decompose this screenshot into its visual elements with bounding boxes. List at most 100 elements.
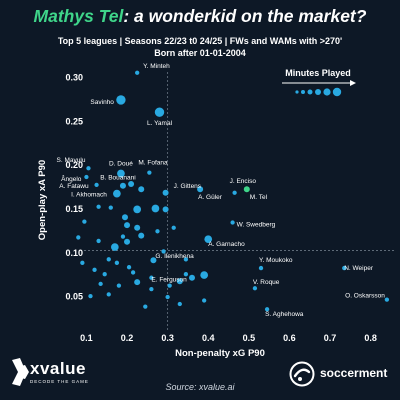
point-28 [133, 205, 142, 214]
point-55 [176, 278, 183, 285]
y-tick-label-3: 0.20 [65, 160, 83, 170]
source-note: Source: xvalue.ai [165, 382, 235, 392]
point-26 [108, 205, 113, 210]
point-47 [114, 260, 120, 265]
point-l-yamal [154, 107, 165, 117]
legend: Minutes Played [282, 68, 356, 97]
y-tick-label-0: 0.05 [65, 292, 83, 302]
subtitle-line-1: Top 5 leagues | Seasons 22/23 t0 24/25 |… [57, 36, 343, 46]
label-s-aghehowa: S. Aghehowa [265, 311, 304, 318]
point-j-gittens [162, 189, 169, 196]
point-39 [138, 232, 145, 239]
x-tick-label-4: 0.5 [243, 333, 256, 343]
point-w-swedberg [230, 220, 235, 225]
point-24 [138, 186, 145, 193]
point--ngelo [84, 174, 89, 180]
point-45 [102, 272, 107, 277]
label-y-moukoko: Y. Moukoko [259, 257, 293, 264]
point-23 [128, 180, 135, 187]
x-tick-label-3: 0.4 [202, 333, 215, 343]
xvalue-tagline: DECODE THE GAME [30, 379, 89, 384]
point-52 [134, 279, 141, 286]
point-b-bouanani [119, 182, 126, 189]
point-v-roque [252, 286, 258, 291]
xvalue-wordmark: xvalue [30, 359, 86, 378]
point-32 [134, 224, 141, 231]
soccerment-wordmark: soccerment [320, 366, 388, 380]
point-50 [98, 281, 103, 286]
point-y-moukoko [258, 265, 264, 271]
point-58 [200, 271, 209, 279]
label-m-fofana: M. Fofana [138, 160, 168, 167]
title-player-name: Mathys Tel [33, 6, 124, 26]
label-b-bouanani: B. Bouanani [100, 175, 135, 182]
label-a-fatawu: A. Fatawu [59, 183, 89, 190]
x-axis-ticks: 0.1 0.2 0.3 0.4 0.5 0.6 0.7 0.8 [80, 333, 377, 343]
point-g-ilenikhena [150, 257, 157, 264]
label-n-weiper: N. Weiper [344, 265, 374, 272]
y-tick-label-4: 0.25 [65, 116, 83, 126]
label-y-minteh: Y. Minteh [143, 63, 170, 70]
point-d-dou- [117, 169, 125, 178]
subtitle-line-2: Born after 01-01-2004 [154, 48, 246, 58]
point-m-tel [243, 186, 250, 193]
point-57 [188, 274, 195, 281]
y-axis-ticks: 0.05 0.10 0.15 0.20 0.25 0.30 [65, 73, 83, 302]
point-m-fofana [147, 170, 152, 175]
point-i-akhomach [113, 189, 121, 198]
label-o-oskarsson: O. Oskarsson [345, 293, 385, 300]
point-n-weiper [342, 265, 347, 271]
label--ngelo: Ângelo [61, 174, 82, 183]
label-w-swedberg: W. Swedberg [237, 222, 276, 229]
point-60 [106, 292, 111, 297]
x-axis-label: Non-penalty xG P90 [175, 348, 265, 359]
x-tick-label-6: 0.7 [324, 333, 337, 343]
point-38 [96, 238, 101, 244]
legend-size-2 [301, 90, 305, 94]
point-64 [202, 298, 207, 303]
label-l-yamal: L. Yamal [147, 120, 173, 127]
legend-size-4 [315, 89, 321, 95]
point-j-enciso [232, 190, 237, 195]
point-e-ferguson [149, 275, 154, 280]
label-a-garnacho: A. Garnacho [208, 241, 245, 248]
x-tick-label-5: 0.6 [283, 333, 296, 343]
label-i-akhomach: I. Akhomach [71, 192, 107, 199]
point-a-fatawu [94, 182, 99, 188]
legend-size-5 [323, 88, 331, 96]
point-53 [149, 286, 154, 292]
point-62 [177, 301, 182, 307]
point-s-aghehowa [264, 307, 270, 312]
point-56 [183, 272, 189, 277]
label-d-dou-: D. Doué [109, 160, 133, 167]
point-o-oskarsson [384, 297, 390, 302]
label-j-gittens: J. Gittens [174, 183, 202, 190]
point-51 [116, 283, 122, 288]
x-tick-label-0: 0.1 [80, 333, 93, 343]
label-g-ilenikhena: G. Ilenikhena [155, 253, 194, 260]
legend-title: Minutes Played [285, 68, 351, 78]
label-a-g-ler: A. Güler [198, 194, 223, 201]
point-30 [162, 206, 169, 213]
point-savinho [116, 95, 126, 105]
y-axis-label: Open-play xA P90 [37, 160, 48, 240]
x-tick-label-2: 0.3 [161, 333, 174, 343]
point-29 [151, 204, 160, 213]
y-tick-label-5: 0.30 [65, 73, 83, 83]
data-points [76, 70, 390, 312]
point-48 [126, 265, 132, 270]
label-v-roque: V. Roque [253, 279, 280, 286]
legend-size-3 [307, 89, 313, 95]
point-44 [92, 267, 97, 272]
point-34 [124, 238, 131, 245]
xvalue-logo-icon [12, 358, 29, 386]
point-63 [143, 304, 148, 309]
point-25 [96, 204, 101, 209]
point-a-g-ler [197, 186, 204, 193]
legend-size-1 [295, 90, 299, 94]
point-61 [165, 294, 170, 300]
point-labels: Y. Minteh Savinho L. Yamal S. Mayulu D. Doué… [57, 63, 386, 318]
title-rest: : a wonderkid on the market? [123, 6, 367, 26]
y-tick-label-2: 0.15 [65, 204, 83, 214]
